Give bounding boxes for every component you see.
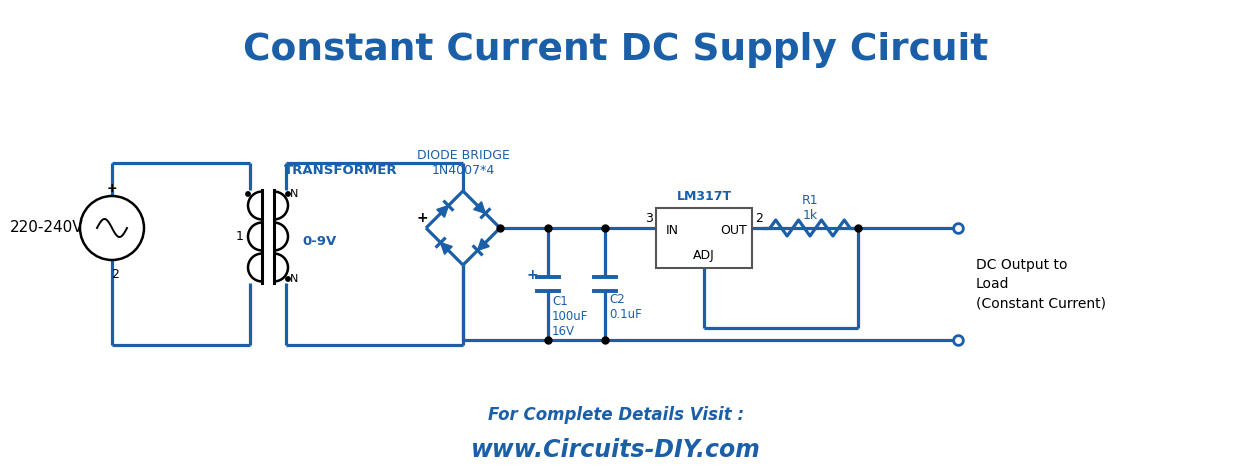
Text: N: N	[290, 274, 298, 284]
Circle shape	[286, 192, 290, 196]
Text: OUT: OUT	[720, 224, 747, 237]
Polygon shape	[440, 243, 453, 254]
Text: N: N	[290, 189, 298, 199]
Text: C2
0.1uF: C2 0.1uF	[609, 293, 641, 321]
Text: TRANSFORMER: TRANSFORMER	[284, 163, 397, 177]
Text: IN: IN	[666, 224, 678, 237]
Text: 1: 1	[237, 230, 244, 243]
Polygon shape	[436, 206, 449, 217]
Text: +: +	[417, 211, 428, 225]
Text: LM317T: LM317T	[677, 190, 731, 203]
Text: ADJ: ADJ	[693, 249, 715, 263]
Text: R1
1k: R1 1k	[801, 194, 819, 222]
Text: 220-240V: 220-240V	[10, 220, 84, 236]
Text: DC Output to
Load
(Constant Current): DC Output to Load (Constant Current)	[977, 257, 1106, 311]
Polygon shape	[477, 239, 490, 250]
Text: 2: 2	[755, 212, 763, 226]
Text: 0-9V: 0-9V	[302, 235, 337, 248]
Text: C1
100uF
16V: C1 100uF 16V	[552, 295, 588, 338]
Text: +: +	[107, 182, 117, 195]
Bar	[656, 208, 752, 268]
Text: www.Circuits-DIY.com: www.Circuits-DIY.com	[471, 438, 761, 462]
Text: +: +	[526, 268, 538, 282]
Text: For Complete Details Visit :: For Complete Details Visit :	[488, 406, 743, 424]
Polygon shape	[473, 202, 486, 213]
Text: 2: 2	[111, 268, 118, 281]
Circle shape	[245, 192, 250, 196]
Text: Constant Current DC Supply Circuit: Constant Current DC Supply Circuit	[243, 32, 989, 68]
Text: DIODE BRIDGE
1N4007*4: DIODE BRIDGE 1N4007*4	[417, 149, 509, 177]
Text: 3: 3	[645, 212, 653, 226]
Circle shape	[286, 277, 290, 281]
